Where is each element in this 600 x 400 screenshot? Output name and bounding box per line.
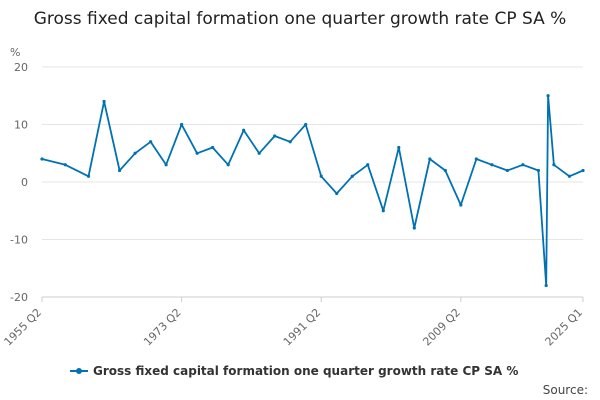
data-point[interactable] bbox=[544, 283, 548, 288]
data-point[interactable] bbox=[164, 163, 168, 167]
data-point[interactable] bbox=[319, 174, 323, 178]
data-point[interactable] bbox=[381, 209, 385, 213]
data-point[interactable] bbox=[63, 163, 67, 167]
x-tick-label: 1973 Q2 bbox=[141, 306, 184, 349]
data-point[interactable] bbox=[428, 157, 432, 161]
data-point[interactable] bbox=[581, 168, 585, 173]
data-point[interactable] bbox=[552, 163, 556, 167]
x-tick-label: 2009 Q2 bbox=[420, 306, 463, 349]
grid-layer bbox=[42, 66, 583, 298]
y-tick-label: 10 bbox=[14, 119, 28, 132]
data-point[interactable] bbox=[40, 157, 44, 161]
data-point[interactable] bbox=[505, 168, 509, 173]
data-point[interactable] bbox=[304, 122, 308, 127]
data-point[interactable] bbox=[546, 94, 550, 98]
data-point[interactable] bbox=[335, 191, 339, 196]
data-point[interactable] bbox=[521, 163, 525, 167]
data-point[interactable] bbox=[350, 174, 354, 178]
y-tick-label: 0 bbox=[21, 176, 28, 189]
x-tick-label: 2025 Q1 bbox=[543, 306, 586, 349]
data-point[interactable] bbox=[536, 168, 541, 173]
data-point[interactable] bbox=[133, 151, 137, 155]
data-point[interactable] bbox=[242, 128, 246, 132]
legend: Gross fixed capital formation one quarte… bbox=[70, 364, 518, 378]
data-point[interactable] bbox=[257, 151, 261, 155]
source-label: Source: bbox=[543, 383, 588, 397]
data-point[interactable] bbox=[86, 174, 91, 178]
data-point[interactable] bbox=[117, 168, 122, 173]
data-point[interactable] bbox=[567, 174, 572, 178]
data-point[interactable] bbox=[490, 163, 494, 167]
data-point[interactable] bbox=[288, 140, 292, 144]
y-tick-label: -20 bbox=[10, 291, 28, 304]
legend-marker bbox=[76, 368, 82, 374]
x-tick-label: 1991 Q2 bbox=[281, 306, 324, 349]
data-point[interactable] bbox=[102, 99, 106, 104]
y-tick-label: 20 bbox=[14, 61, 28, 74]
x-tick-label: 1955 Q2 bbox=[2, 306, 45, 349]
data-point[interactable] bbox=[211, 145, 215, 150]
chart-title: Gross fixed capital formation one quarte… bbox=[33, 9, 567, 29]
data-point[interactable] bbox=[226, 163, 230, 167]
legend-label[interactable]: Gross fixed capital formation one quarte… bbox=[93, 364, 518, 378]
data-point[interactable] bbox=[195, 151, 199, 155]
y-axis-unit-label: % bbox=[10, 46, 20, 59]
data-point[interactable] bbox=[148, 140, 153, 144]
data-point[interactable] bbox=[474, 157, 478, 161]
data-point[interactable] bbox=[459, 203, 463, 207]
data-point[interactable] bbox=[397, 145, 401, 150]
data-point[interactable] bbox=[273, 134, 277, 138]
y-tick-label: -10 bbox=[10, 234, 28, 247]
data-point[interactable] bbox=[443, 168, 447, 173]
data-point[interactable] bbox=[366, 163, 370, 167]
axis-layer: % 20 10 0 -10 -20 1955 Q2 1973 Q2 1991 Q2 2009 Q2… bbox=[2, 46, 586, 348]
data-point[interactable] bbox=[180, 122, 184, 127]
series-layer bbox=[40, 94, 585, 288]
data-point[interactable] bbox=[412, 226, 416, 230]
